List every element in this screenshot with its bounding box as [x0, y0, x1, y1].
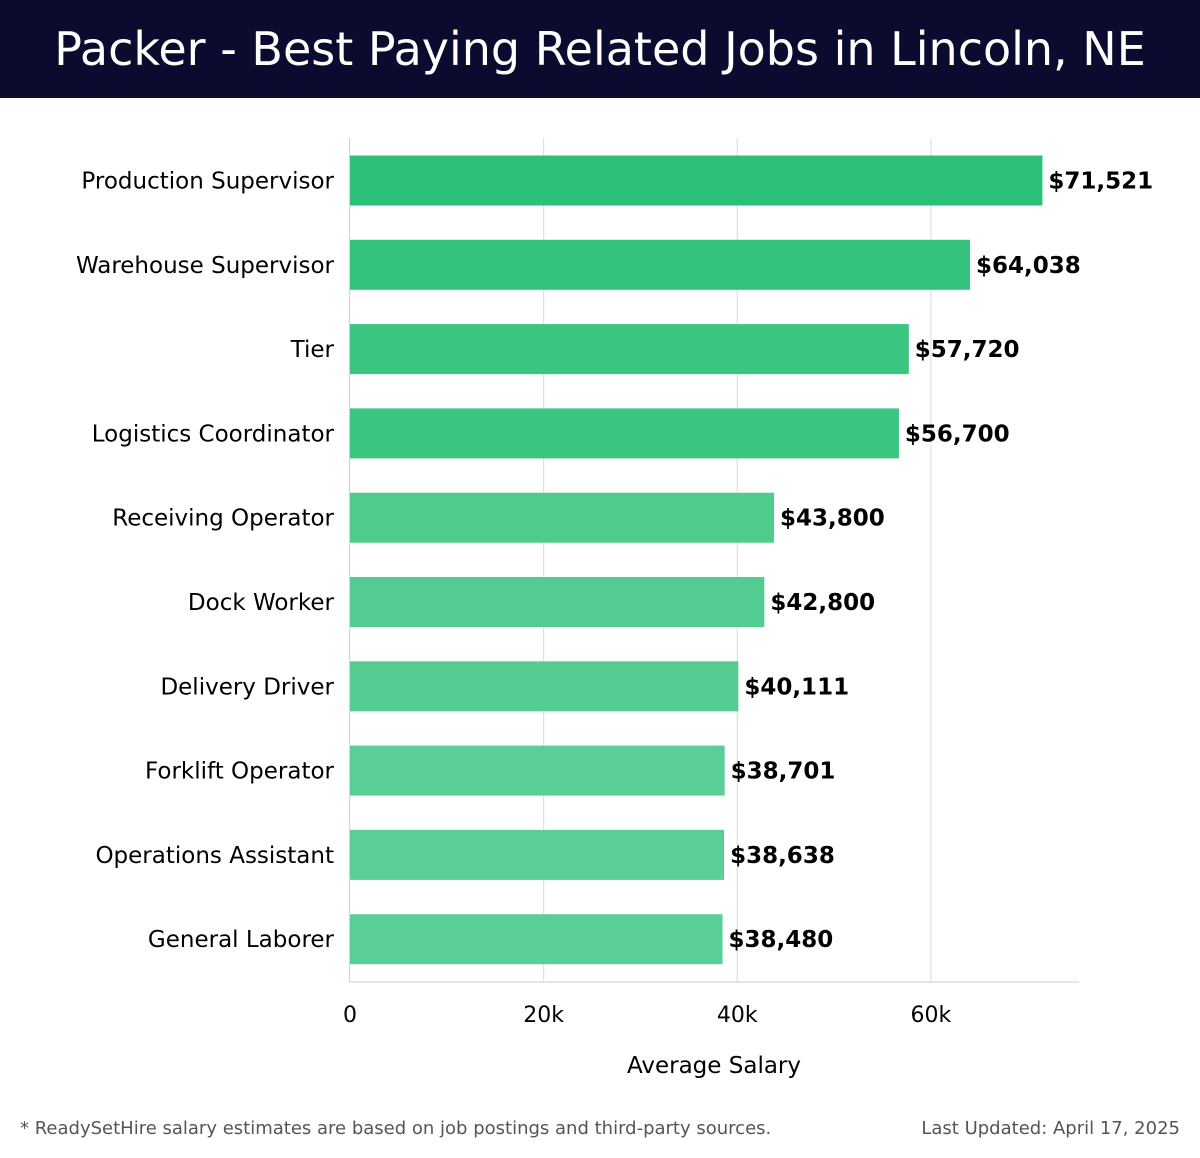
category-label: Operations Assistant: [95, 843, 334, 869]
category-label: Production Supervisor: [81, 169, 334, 195]
x-tick-label: 0: [343, 1003, 357, 1028]
category-label: Dock Worker: [188, 590, 335, 616]
bar: [350, 745, 725, 796]
header-bar: Packer - Best Paying Related Jobs in Lin…: [0, 0, 1200, 98]
x-axis-label: Average Salary: [627, 1053, 801, 1079]
value-label: $38,480: [729, 927, 834, 953]
bar: [350, 408, 899, 459]
bar: [350, 324, 909, 375]
category-label: Warehouse Supervisor: [76, 253, 335, 279]
value-label: $40,111: [744, 674, 849, 700]
chart-title: Packer - Best Paying Related Jobs in Lin…: [54, 22, 1146, 76]
bar: [350, 914, 723, 965]
x-tick-label: 60k: [911, 1003, 952, 1028]
category-labels: Production Supervisor Warehouse Superviso…: [76, 169, 335, 954]
value-label: $64,038: [976, 253, 1081, 279]
category-label: General Laborer: [148, 927, 335, 953]
bar: [350, 661, 739, 712]
value-label: $43,800: [780, 506, 885, 532]
category-label: Forklift Operator: [145, 759, 335, 785]
x-tick-label: 20k: [523, 1003, 564, 1028]
x-tick-label: 40k: [717, 1003, 758, 1028]
x-axis-ticks: 0 20k 40k 60k: [343, 1003, 952, 1028]
bar: [350, 239, 970, 290]
value-label: $38,638: [730, 843, 835, 869]
bar: [350, 829, 725, 880]
value-labels: $71,521 $64,038 $57,720 $56,700 $43,800 $42,8…: [729, 169, 1154, 954]
category-label: Logistics Coordinator: [92, 421, 335, 447]
value-label: $71,521: [1048, 169, 1153, 195]
value-label: $38,701: [731, 759, 836, 785]
value-label: $42,800: [770, 590, 875, 616]
bar: [350, 155, 1043, 206]
bar: [350, 577, 765, 627]
category-label: Delivery Driver: [160, 674, 334, 700]
footnote: * ReadySetHire salary estimates are base…: [20, 1118, 772, 1139]
last-updated: Last Updated: April 17, 2025: [921, 1118, 1180, 1139]
bars: [350, 155, 1043, 965]
value-label: $56,700: [905, 421, 1010, 447]
category-label: Tier: [290, 337, 335, 363]
value-label: $57,720: [915, 337, 1020, 363]
category-label: Receiving Operator: [112, 506, 334, 532]
bar: [350, 492, 775, 543]
